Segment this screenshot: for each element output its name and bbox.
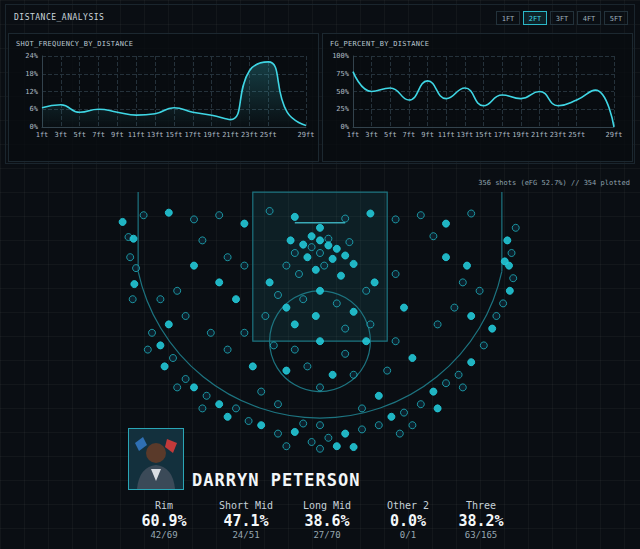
html-text:1FT: 1FT [501, 15, 515, 23]
svg-text:25%: 25% [336, 105, 349, 113]
html-text:FG_PERCENT_BY_DISTANCE: FG_PERCENT_BY_DISTANCE [330, 40, 430, 48]
svg-text:19ft: 19ft [512, 131, 529, 139]
svg-text:6%: 6% [30, 105, 39, 113]
svg-text:29ft: 29ft [606, 131, 623, 139]
svg-text:17ft: 17ft [184, 131, 201, 139]
svg-text:7ft: 7ft [403, 131, 416, 139]
svg-text:21ft: 21ft [531, 131, 548, 139]
html-text:63/165: 63/165 [464, 530, 498, 540]
svg-text:5ft: 5ft [73, 131, 86, 139]
html-text:0/1: 0/1 [399, 530, 417, 540]
svg-text:0%: 0% [29, 123, 38, 131]
html-text:DARRYN PETERSON: DARRYN PETERSON [192, 470, 361, 490]
svg-text:21ft: 21ft [222, 131, 239, 139]
html-text:24/51: 24/51 [232, 530, 260, 540]
svg-text:13ft: 13ft [147, 131, 164, 139]
svg-text:0%: 0% [340, 123, 349, 131]
svg-text:15ft: 15ft [475, 131, 492, 139]
html-text:38.2%: 38.2% [458, 512, 504, 530]
svg-text:3ft: 3ft [55, 131, 68, 139]
svg-text:1ft: 1ft [347, 131, 360, 139]
svg-text:11ft: 11ft [438, 131, 455, 139]
svg-text:23ft: 23ft [241, 131, 258, 139]
html-text:3FT: 3FT [555, 15, 569, 23]
svg-text:100%: 100% [332, 52, 350, 60]
svg-text:29ft: 29ft [298, 131, 315, 139]
svg-text:25ft: 25ft [260, 131, 277, 139]
svg-text:3ft: 3ft [365, 131, 378, 139]
svg-text:9ft: 9ft [421, 131, 434, 139]
svg-text:24%: 24% [25, 52, 38, 60]
html-text:60.9%: 60.9% [141, 512, 187, 530]
svg-text:17ft: 17ft [494, 131, 511, 139]
html-text:Short Mid: Short Mid [218, 500, 274, 511]
svg-text:19ft: 19ft [203, 131, 220, 139]
svg-text:12%: 12% [25, 88, 38, 96]
svg-text:75%: 75% [336, 70, 349, 78]
html-text:DISTANCE_ANALYSIS: DISTANCE_ANALYSIS [14, 13, 105, 22]
svg-text:15ft: 15ft [166, 131, 183, 139]
svg-text:5ft: 5ft [384, 131, 397, 139]
svg-text:23ft: 23ft [550, 131, 567, 139]
html-text:Long Mid: Long Mid [302, 500, 352, 511]
svg-text:11ft: 11ft [128, 131, 145, 139]
svg-text:1ft: 1ft [36, 131, 49, 139]
svg-text:25ft: 25ft [568, 131, 585, 139]
html-text:2FT: 2FT [528, 15, 542, 23]
html-text:47.1%: 47.1% [223, 512, 269, 530]
html-text:38.6%: 38.6% [304, 512, 350, 530]
html-text:0.0%: 0.0% [389, 512, 427, 530]
svg-text:18%: 18% [25, 70, 38, 78]
html-text:Rim: Rim [155, 500, 173, 511]
html-text:42/69: 42/69 [150, 530, 178, 540]
svg-text:7ft: 7ft [92, 131, 105, 139]
svg-text:13ft: 13ft [456, 131, 473, 139]
html-text:Three: Three [465, 500, 496, 511]
html-text:5FT: 5FT [609, 15, 623, 23]
html-text:27/70: 27/70 [313, 530, 341, 540]
svg-text:50%: 50% [336, 88, 349, 96]
html-text:SHOT_FREQUENCY_BY_DISTANCE: SHOT_FREQUENCY_BY_DISTANCE [16, 40, 134, 48]
svg-text:9ft: 9ft [111, 131, 124, 139]
html-text:4FT: 4FT [582, 15, 596, 23]
html-text:356 shots (eFG 52.7%) // 354 p: 356 shots (eFG 52.7%) // 354 plotted [478, 179, 630, 187]
html-text:Other 2: Other 2 [386, 500, 430, 511]
